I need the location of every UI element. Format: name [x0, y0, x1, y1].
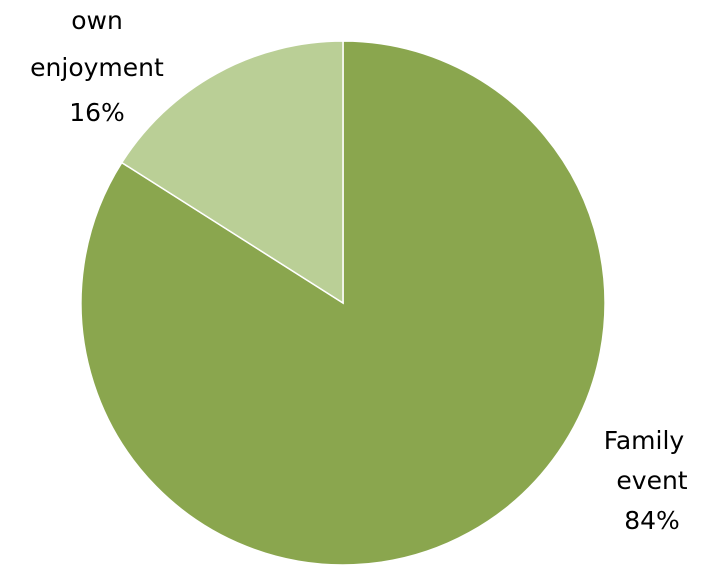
svg-text:16%: 16%	[69, 98, 125, 127]
svg-text:84%: 84%	[624, 506, 680, 535]
slice-percent-own: 16%	[69, 98, 125, 127]
slice-label-family-line2: event	[616, 466, 687, 495]
pie-slice-own-enjoyment	[120, 40, 344, 305]
svg-text:event: event	[616, 466, 687, 495]
pie-slices	[80, 40, 606, 566]
slice-percent-family: 84%	[624, 506, 680, 535]
slice-label-own-line1: own	[71, 6, 123, 35]
slice-label-own-line2: enjoyment	[30, 53, 164, 82]
svg-text:Family: Family	[604, 426, 685, 455]
svg-text:own: own	[71, 6, 123, 35]
pie-slice-family-event	[80, 40, 606, 566]
slice-label-family-line1: Family	[604, 426, 685, 455]
svg-text:enjoyment: enjoyment	[30, 53, 164, 82]
